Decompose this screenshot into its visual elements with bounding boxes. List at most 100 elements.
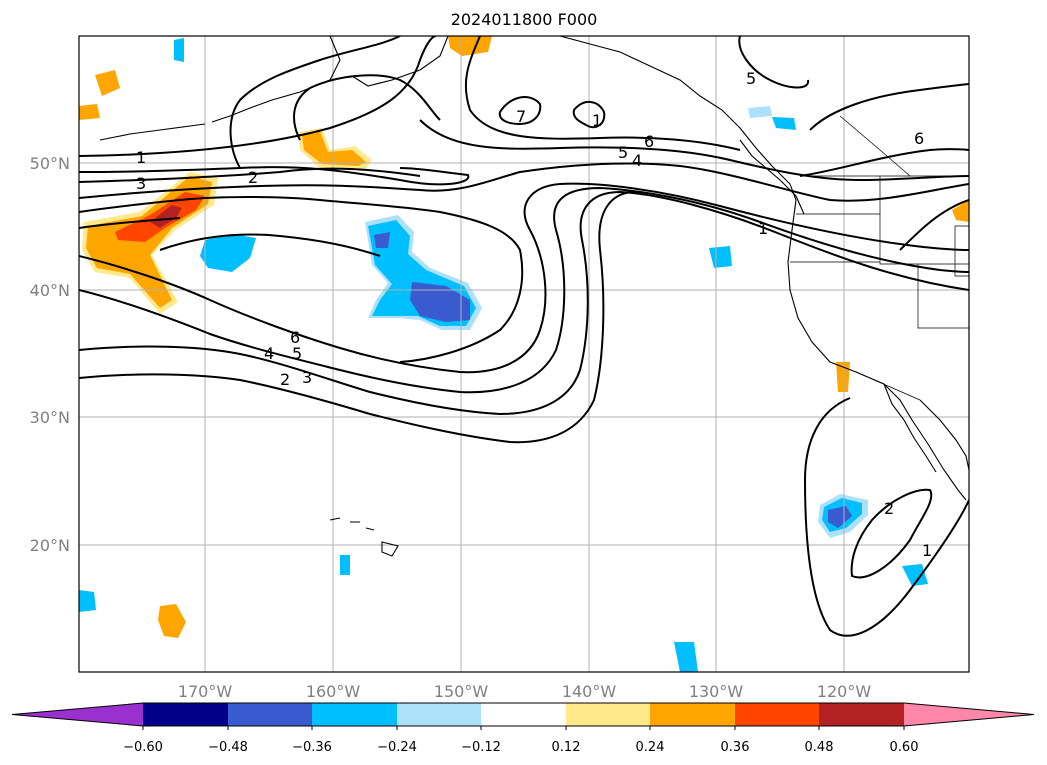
contour-label: 7 bbox=[516, 107, 526, 126]
lon-label: 150°W bbox=[434, 682, 489, 701]
negative-shading-central-small bbox=[374, 232, 390, 248]
colorbar-tick-label: −0.12 bbox=[461, 740, 501, 755]
lon-label: 120°W bbox=[817, 682, 872, 701]
positive-shading-nw-darkred bbox=[150, 205, 182, 228]
contour-label: 1 bbox=[136, 148, 146, 167]
negative-shading-hawaii-s bbox=[340, 555, 350, 575]
colorbar-segments bbox=[11, 702, 1035, 727]
contour-loop-2 bbox=[293, 74, 441, 141]
negative-shading-120w-dark bbox=[828, 506, 852, 528]
contour-ne-1 bbox=[738, 36, 810, 89]
contour-label: 5 bbox=[292, 344, 302, 363]
contour-south-1 bbox=[803, 397, 969, 637]
colorbar-tick-labels: −0.60 −0.48 −0.36 −0.24 −0.12 0.12 0.24 … bbox=[123, 740, 918, 755]
contour-ne-4 bbox=[899, 199, 969, 251]
borders bbox=[790, 115, 969, 401]
contour-label: 6 bbox=[644, 132, 654, 151]
colorbar-tick-label: 0.48 bbox=[805, 740, 834, 755]
shading-layer bbox=[79, 36, 969, 672]
colorbar-segment bbox=[228, 703, 312, 726]
positive-shading-left-edge bbox=[79, 104, 100, 120]
colorbar-segment bbox=[819, 703, 904, 726]
contour-label: 3 bbox=[136, 174, 146, 193]
mexico-coast bbox=[919, 399, 969, 471]
negative-shading-top-right-2 bbox=[772, 117, 796, 130]
colorbar-tick-label: 0.36 bbox=[721, 740, 750, 755]
contour-label: 6 bbox=[290, 328, 300, 347]
colorbar-segment bbox=[735, 703, 819, 726]
positive-shading-160w-core bbox=[302, 131, 366, 166]
us-state-line-3 bbox=[879, 176, 969, 329]
colorbar-tick-label: −0.60 bbox=[123, 740, 163, 755]
map-title: 2024011800 F000 bbox=[450, 10, 598, 29]
contour-6-main bbox=[79, 162, 969, 202]
colorbar: −0.60 −0.48 −0.36 −0.24 −0.12 0.12 0.24 … bbox=[11, 702, 1035, 755]
contour-trough-2 bbox=[79, 217, 181, 229]
lat-label: 20°N bbox=[30, 536, 70, 555]
contour-168w-loop bbox=[159, 233, 381, 257]
contour-label: 6 bbox=[914, 129, 924, 148]
positive-shading-top-left bbox=[95, 70, 120, 96]
colorbar-ticks bbox=[142, 726, 905, 730]
contour-label: 3 bbox=[302, 368, 312, 387]
contour-sw-3 bbox=[79, 190, 969, 416]
contour-2-north bbox=[79, 167, 421, 183]
positive-shading-south-173w bbox=[158, 604, 186, 638]
lon-label: 140°W bbox=[562, 682, 617, 701]
canada-province-line bbox=[839, 115, 911, 177]
contour-label: 5 bbox=[746, 69, 756, 88]
contour-sw-2 bbox=[79, 186, 969, 394]
lat-label: 50°N bbox=[30, 154, 70, 173]
contour-ne-3 bbox=[799, 148, 969, 177]
hawaii-islands bbox=[329, 517, 399, 557]
colorbar-segment bbox=[566, 703, 650, 726]
contour-label: 1 bbox=[758, 219, 768, 238]
negative-shading-180-15n bbox=[79, 590, 96, 612]
colorbar-segment bbox=[481, 703, 566, 726]
colorbar-tick-label: 0.60 bbox=[890, 740, 919, 755]
contour-label-layer: 1 3 2 6 4 5 2 3 7 1 6 5 4 1 5 6 2 1 bbox=[136, 69, 932, 560]
colorbar-segment bbox=[650, 703, 735, 726]
map-frame bbox=[78, 35, 970, 673]
us-mexico-border bbox=[855, 371, 921, 401]
colorbar-tick-label: −0.36 bbox=[292, 740, 332, 755]
us-state-line-4 bbox=[954, 225, 969, 277]
negative-shading-top-right bbox=[748, 106, 772, 118]
alaska-peninsula bbox=[211, 79, 331, 123]
negative-shading-south-133w bbox=[674, 642, 698, 672]
lat-label: 40°N bbox=[30, 281, 70, 300]
positive-shading-far-right bbox=[952, 200, 969, 222]
contour-label: 5 bbox=[618, 143, 628, 162]
colorbar-tick-label: 0.12 bbox=[552, 740, 581, 755]
alaska-coast bbox=[329, 36, 449, 87]
colorbar-tick-label: −0.24 bbox=[377, 740, 417, 755]
negative-shading-central-dark bbox=[410, 282, 470, 322]
colorbar-tick-label: 0.24 bbox=[636, 740, 665, 755]
negative-shading-130w bbox=[709, 246, 732, 268]
latitude-labels: 50°N 40°N 30°N 20°N bbox=[30, 154, 70, 555]
negative-shading-168w bbox=[200, 234, 256, 272]
contour-label: 2 bbox=[248, 168, 258, 187]
contour-lines bbox=[79, 36, 969, 637]
contour-label: 2 bbox=[280, 370, 290, 389]
bc-coast bbox=[739, 139, 805, 215]
positive-shading-top-150w bbox=[448, 36, 492, 56]
contour-upper-loop bbox=[229, 36, 401, 169]
contour-sw-4 bbox=[79, 190, 641, 444]
contour-ne-2 bbox=[809, 83, 969, 131]
positive-shading-33n-120w bbox=[836, 362, 850, 392]
contour-label: 1 bbox=[592, 111, 602, 130]
contour-alaska-loop bbox=[464, 36, 741, 151]
gulf-of-alaska-coast bbox=[559, 36, 797, 201]
aleutian-islands bbox=[99, 123, 206, 141]
contour-sw-1 bbox=[79, 182, 969, 374]
lon-label: 160°W bbox=[306, 682, 361, 701]
contour-label: 1 bbox=[922, 541, 932, 560]
contour-1-north bbox=[79, 36, 437, 157]
contour-big-ridge bbox=[419, 119, 969, 182]
contour-trough-1 bbox=[79, 196, 524, 363]
colorbar-tick-label: −0.48 bbox=[208, 740, 248, 755]
us-state-line-1 bbox=[796, 213, 969, 265]
negative-shading-115w bbox=[902, 564, 928, 586]
lon-label: 170°W bbox=[178, 682, 233, 701]
